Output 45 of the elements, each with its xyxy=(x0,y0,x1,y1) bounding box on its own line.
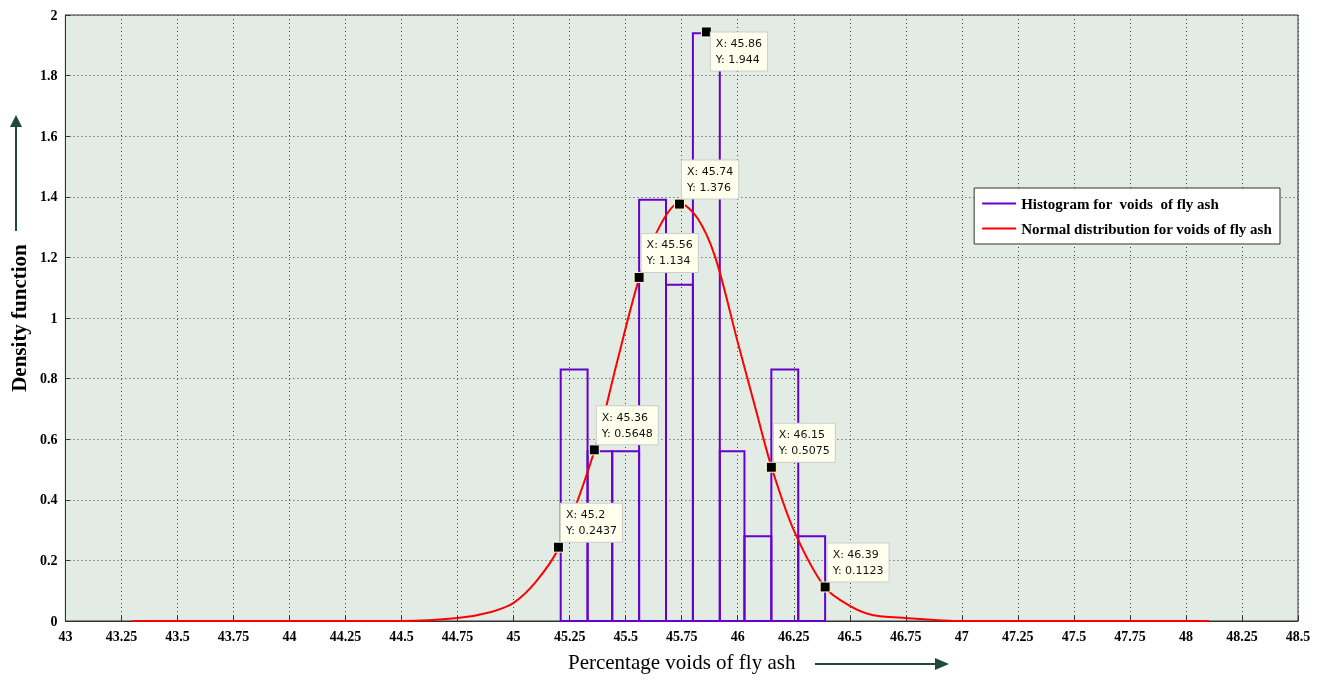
x-tick-label: 43.5 xyxy=(165,628,190,644)
y-axis-title: Density function xyxy=(6,243,31,392)
x-tick-label: 44 xyxy=(282,628,297,644)
x-tick-label: 43.25 xyxy=(105,628,138,644)
x-tick-label: 44.25 xyxy=(329,628,362,644)
x-tick-label: 47.5 xyxy=(1061,628,1087,644)
x-tick-label: 46 xyxy=(730,628,745,644)
x-axis-title: Percentage voids of fly ash xyxy=(567,649,796,674)
y-tick-label: 2 xyxy=(50,7,58,23)
x-tick-label: 45.25 xyxy=(553,628,586,644)
annotation: X: 45.56 Y: 1.134 xyxy=(645,238,693,268)
y-tick-label: 0.2 xyxy=(39,552,58,568)
y-tick-label: 1.2 xyxy=(39,249,58,265)
x-tick-label: 46.75 xyxy=(890,628,922,644)
x-tick-label: 48.25 xyxy=(1226,628,1258,644)
y-tick-label: 0.8 xyxy=(39,371,58,387)
x-tick-label: 45.5 xyxy=(613,628,638,644)
x-tick-label: 47.75 xyxy=(1114,628,1146,644)
x-tick-label: 46.25 xyxy=(778,628,810,644)
x-tick-label: 48 xyxy=(1178,628,1193,644)
x-tick-label: 44.75 xyxy=(441,628,474,644)
y-tick-label: 0.6 xyxy=(39,431,58,447)
x-tick-label: 46.5 xyxy=(837,628,863,644)
y-tick-label: 1.4 xyxy=(39,189,58,205)
legend-label: Normal distribution for voids of fly ash xyxy=(1021,220,1273,237)
x-tick-label: 47.25 xyxy=(1002,628,1034,644)
y-tick-label: 1.6 xyxy=(39,128,58,144)
x-tick-label: 43.75 xyxy=(217,628,250,644)
x-tick-label: 43 xyxy=(58,628,73,644)
x-tick-label: 48.5 xyxy=(1285,628,1311,644)
y-tick-label: 1 xyxy=(50,310,58,326)
y-tick-label: 0.4 xyxy=(39,492,58,508)
x-tick-label: 47 xyxy=(954,628,969,644)
annotation: X: 45.74 Y: 1.376 xyxy=(685,165,734,195)
annotation: X: 45.36 Y: 0.5648 xyxy=(600,410,653,440)
x-tick-label: 45.75 xyxy=(665,628,698,644)
legend-label: Histogram for voids of fly ash xyxy=(1021,195,1220,212)
x-tick-label: 44.5 xyxy=(389,628,414,644)
annotation: X: 46.39 Y: 0.1123 xyxy=(831,547,884,577)
annotation: X: 45.86 Y: 1.944 xyxy=(714,36,763,66)
y-tick-label: 1.8 xyxy=(39,68,58,84)
x-tick-label: 45 xyxy=(506,628,521,644)
y-tick-label: 0 xyxy=(50,613,58,629)
annotation: X: 46.15 Y: 0.5075 xyxy=(777,428,830,458)
annotation: X: 45.2 Y: 0.2437 xyxy=(564,508,617,538)
